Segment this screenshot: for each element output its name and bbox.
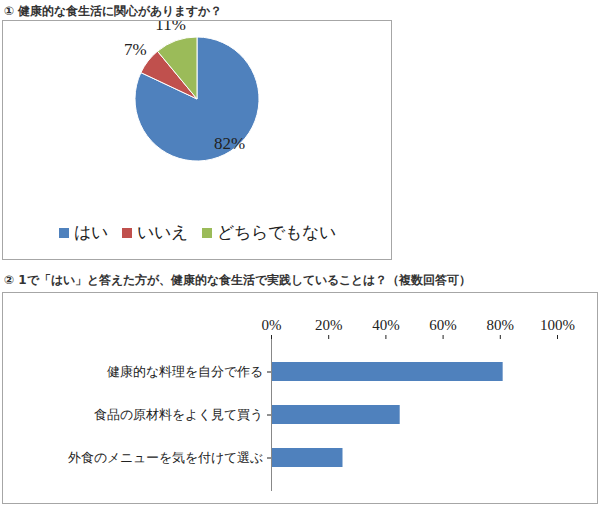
html-text:① 健康的な食生活に関心がありますか？: ① 健康的な食生活に関心がありますか？ bbox=[4, 4, 223, 18]
html-text:いいえ: いいえ bbox=[136, 222, 188, 242]
svg-text:40%: 40% bbox=[372, 317, 400, 333]
svg-text:外食のメニューを気を付けて選ぶ: 外食のメニューを気を付けて選ぶ bbox=[68, 450, 263, 465]
svg-text:20%: 20% bbox=[315, 317, 343, 333]
svg-text:60%: 60% bbox=[429, 317, 457, 333]
svg-text:11%: 11% bbox=[155, 21, 186, 34]
svg-text:0%: 0% bbox=[262, 317, 282, 333]
svg-text:82%: 82% bbox=[214, 134, 245, 153]
svg-text:100%: 100% bbox=[540, 317, 575, 333]
svg-text:80%: 80% bbox=[487, 317, 515, 333]
svg-text:食品の原材料をよく見て買う: 食品の原材料をよく見て買う bbox=[94, 407, 263, 422]
svg-text:健康的な料理を自分で作る: 健康的な料理を自分で作る bbox=[107, 364, 263, 379]
html-text:はい: はい bbox=[73, 222, 108, 242]
html-text:② 1で「はい」と答えた方が、健康的な食生活で実践しているこ: ② 1で「はい」と答えた方が、健康的な食生活で実践していることは？（複数回答可） bbox=[4, 273, 471, 287]
svg-text:7%: 7% bbox=[124, 40, 147, 59]
html-text:どちらでもない: どちらでもない bbox=[216, 222, 336, 242]
